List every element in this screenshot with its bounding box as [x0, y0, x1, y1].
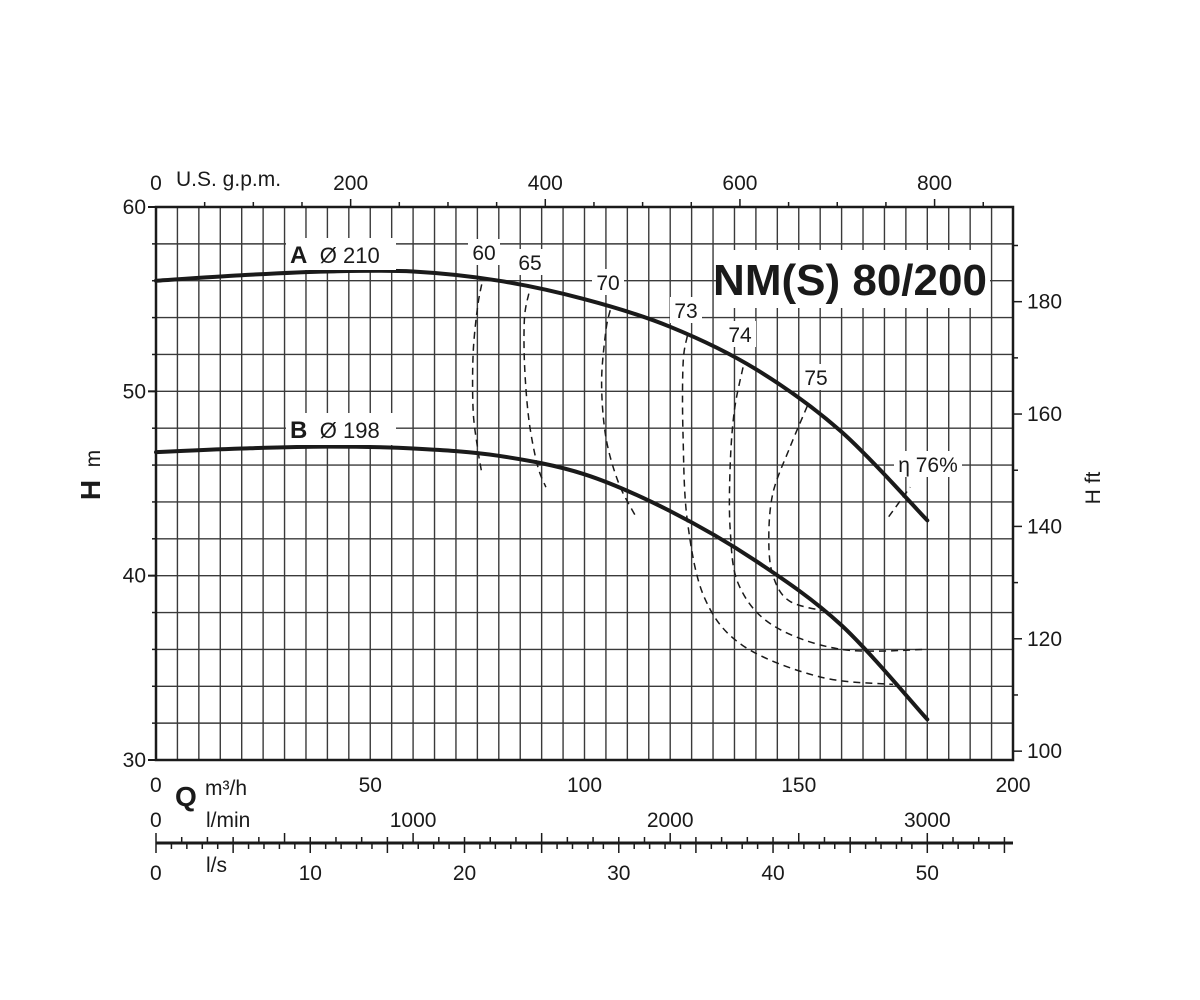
y2-axis-unit: H ft: [1082, 472, 1105, 505]
y-tick-label: 40: [123, 565, 146, 588]
efficiency-label: 73: [674, 300, 697, 323]
top-axis-unit: U.S. g.p.m.: [176, 168, 281, 191]
efficiency-label-bg: [724, 321, 756, 347]
lmin-tick-label: 0: [150, 809, 162, 832]
svg-text:H m: H m: [75, 450, 106, 500]
y-axis-unit: m: [82, 450, 105, 468]
chart-title: NM(S) 80/200: [713, 256, 987, 305]
lmin-tick-label: 2000: [647, 809, 694, 832]
x-tick-label: 200: [995, 774, 1030, 797]
efficiency-curve: [888, 486, 911, 518]
grid: [154, 205, 1015, 762]
series-b-label: B Ø 198: [286, 413, 396, 445]
ls-axis-unit: l/s: [206, 854, 227, 877]
efficiency-curve: [471, 284, 483, 473]
efficiency-label: 65: [518, 252, 541, 275]
efficiency-curve: [523, 293, 547, 488]
title-background: [718, 250, 990, 308]
lmin-axis-unit: l/min: [206, 809, 250, 832]
efficiency-curve: [728, 367, 928, 652]
efficiency-curve: [600, 310, 637, 518]
right-tick-label: 160: [1027, 403, 1062, 426]
efficiency-label-bg: [514, 249, 546, 275]
efficiency-curve: [768, 405, 834, 614]
svg-text:A Ø 210: A Ø 210: [290, 242, 380, 269]
y-tick-label: 30: [123, 749, 146, 772]
ls-tick-label: 30: [607, 862, 630, 885]
ls-tick-label: 20: [453, 862, 476, 885]
x-tick-label: 100: [567, 774, 602, 797]
efficiency-label-bg: [670, 297, 702, 323]
efficiency-label: 74: [728, 324, 752, 347]
x-axis-unit: m³/h: [205, 777, 247, 800]
efficiency-label-bg: [592, 269, 624, 295]
right-tick-label: 140: [1027, 515, 1062, 538]
y-axis-letter: H: [75, 480, 106, 500]
lmin-tick-label: 1000: [390, 809, 437, 832]
top-tick-label: 200: [333, 172, 368, 195]
y-axis-title: H m: [75, 450, 106, 500]
efficiency-label: 70: [596, 272, 619, 295]
right-tick-label: 100: [1027, 740, 1062, 763]
efficiency-label-bg: [468, 239, 500, 265]
efficiency-label: 60: [472, 242, 495, 265]
ls-tick-label: 10: [299, 862, 322, 885]
series-a-diameter: Ø 210: [320, 243, 380, 268]
pump-curves: [154, 268, 930, 722]
series-a-line: [154, 268, 930, 523]
top-tick-label: 800: [917, 172, 952, 195]
efficiency-label-bg: [894, 451, 962, 477]
svg-text:B Ø 198: B Ø 198: [290, 417, 380, 444]
ls-tick-label: 40: [761, 862, 784, 885]
series-b-line: [154, 444, 930, 722]
series-b-name: B: [290, 417, 307, 444]
efficiency-curve: [681, 335, 894, 686]
efficiency-curves: [471, 284, 928, 686]
efficiency-label-bg: [800, 364, 832, 390]
plot-frame: [154, 205, 1015, 762]
ls-tick-label: 50: [916, 862, 939, 885]
top-tick-label: 600: [722, 172, 757, 195]
x-tick-label: 50: [359, 774, 382, 797]
series-a-label: A Ø 210: [286, 238, 396, 270]
efficiency-label: 75: [804, 367, 827, 390]
top-tick-label: 0: [150, 172, 162, 195]
y2-axis-title: H ft: [1082, 472, 1105, 505]
y-tick-label: 50: [123, 380, 146, 403]
series-a-name: A: [290, 242, 307, 269]
right-tick-label: 120: [1027, 628, 1062, 651]
x-tick-label: 0: [150, 774, 162, 797]
ls-tick-label: 0: [150, 862, 162, 885]
series-b-diameter: Ø 198: [320, 418, 380, 443]
efficiency-labels: 60 65 70 73 74 75 η 76%: [468, 239, 962, 477]
right-tick-label: 180: [1027, 291, 1062, 314]
y-tick-label: 60: [123, 196, 146, 219]
x-tick-label: 150: [781, 774, 816, 797]
efficiency-label: η 76%: [898, 454, 958, 477]
lmin-tick-label: 3000: [904, 809, 951, 832]
x-axis-title: Q: [175, 781, 197, 812]
top-tick-label: 400: [528, 172, 563, 195]
